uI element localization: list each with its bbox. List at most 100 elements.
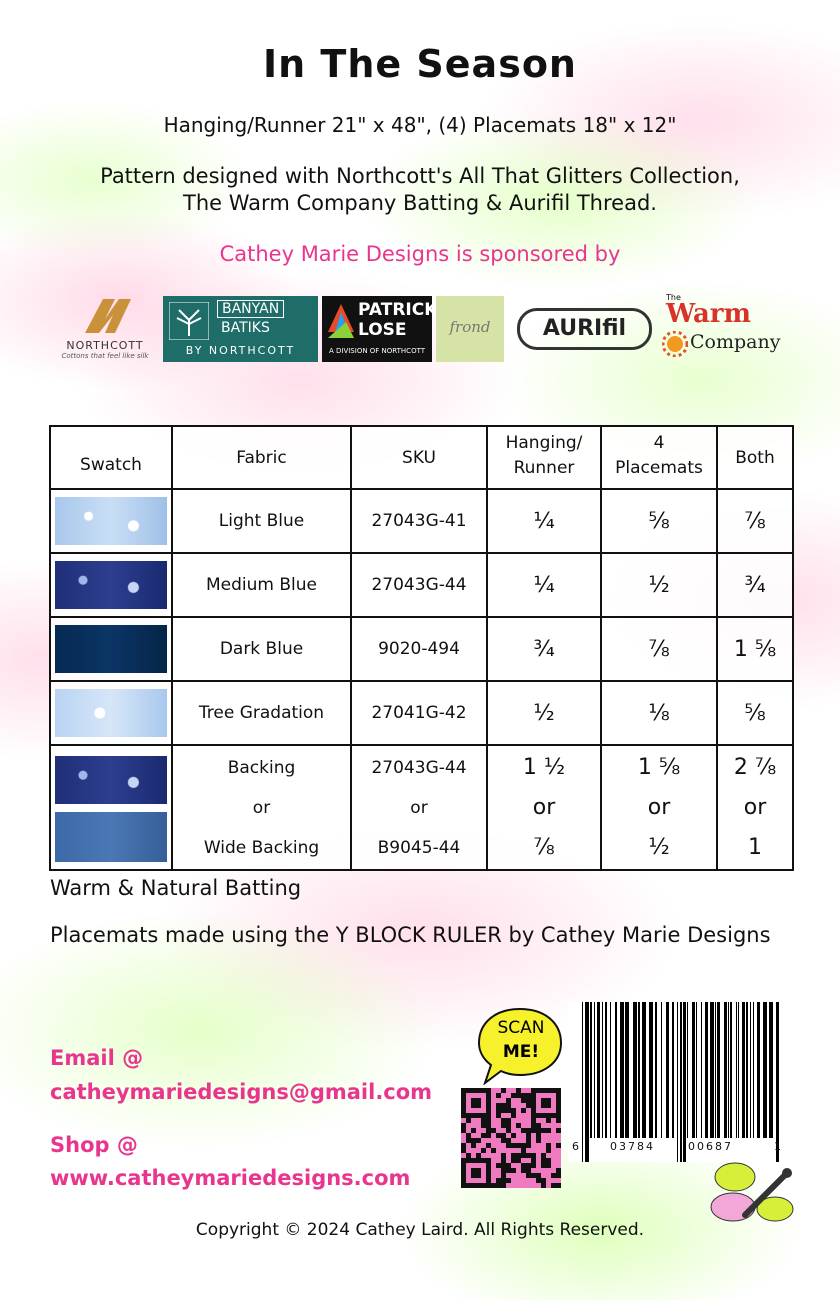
description: Pattern designed with Northcott's All Th… (100, 164, 740, 188)
qr-module (521, 1163, 526, 1168)
logo-frond: frond (436, 296, 504, 362)
qr-module (556, 1173, 561, 1178)
qr-module (526, 1173, 531, 1178)
qr-module (496, 1133, 501, 1138)
qr-module (461, 1128, 466, 1133)
shop-url[interactable]: www.catheymariedesigns.com (50, 1166, 411, 1190)
qr-module (506, 1178, 511, 1183)
qr-module (506, 1123, 511, 1128)
qr-module (516, 1153, 521, 1158)
barcode-bar (730, 1002, 732, 1138)
qr-module (501, 1088, 506, 1093)
qr-module (466, 1138, 471, 1143)
table-cell: Medium Blue (171, 552, 352, 618)
qr-module (511, 1158, 516, 1163)
logo-suffix: Company (690, 331, 781, 353)
qr-module (491, 1183, 496, 1188)
qr-module (521, 1148, 526, 1153)
qr-module (491, 1148, 496, 1153)
qr-module (501, 1133, 506, 1138)
table-row: Light Blue 27043G-41 ¼ ⅝ ⅞ (49, 488, 794, 554)
qr-module (526, 1143, 531, 1148)
table-cell: 27041G-42 (350, 680, 488, 746)
qr-module (521, 1153, 526, 1158)
qr-module (526, 1153, 531, 1158)
qr-module (526, 1103, 531, 1108)
qr-module (496, 1163, 501, 1168)
swatch (55, 689, 167, 737)
qr-module (511, 1093, 516, 1098)
scan-text: ME! (503, 1042, 539, 1062)
qr-module (506, 1108, 511, 1113)
qr-module (526, 1098, 531, 1103)
table-cell: ⅝ (600, 488, 718, 554)
barcode-bar (696, 1002, 697, 1138)
qr-module (551, 1173, 556, 1178)
qr-module (501, 1103, 506, 1108)
qr-module (526, 1093, 531, 1098)
header-cell: Fabric (171, 425, 352, 490)
swatch (55, 755, 167, 804)
qr-module (501, 1183, 506, 1188)
qr-module (531, 1123, 536, 1128)
barcode-bar (625, 1002, 629, 1138)
qr-module (506, 1138, 511, 1143)
barcode-bar (683, 1002, 686, 1162)
qr-module (501, 1163, 506, 1168)
logo-icon (662, 331, 688, 357)
qr-module (501, 1123, 506, 1128)
qr-module (526, 1128, 531, 1133)
barcode-bar (715, 1002, 716, 1138)
qr-module (476, 1153, 481, 1158)
header-cell: Placemats (615, 457, 703, 478)
barcode-bar (642, 1002, 646, 1138)
qr-module (541, 1098, 551, 1108)
qr-module (506, 1163, 511, 1168)
header-cell: Both (716, 425, 794, 490)
qr-module (546, 1158, 551, 1163)
logo-icon (85, 299, 131, 333)
header-cell: Hanging/ (505, 432, 583, 453)
qr-module (531, 1118, 536, 1123)
barcode-bar (724, 1002, 727, 1138)
cell-line: B9045-44 (377, 837, 461, 858)
table-cell: Backing or Wide Backing (171, 744, 352, 871)
table-cell: 1 ⅝ or ½ (600, 744, 718, 871)
barcode-bar (602, 1002, 603, 1138)
table-cell: ¼ (486, 552, 602, 618)
barcode-bar (638, 1002, 640, 1138)
qr-module (536, 1173, 541, 1178)
barcode-bar (687, 1002, 688, 1138)
logo-aurifil: AURIfil (517, 308, 652, 350)
logo-name: BATIKS (221, 320, 270, 336)
qr-module (541, 1153, 546, 1158)
qr-module (536, 1138, 541, 1143)
barcode-bar (666, 1002, 669, 1138)
table-cell: 1 ⅝ (716, 616, 794, 682)
qr-module (521, 1143, 526, 1148)
table-cell: 27043G-44 or B9045-44 (350, 744, 488, 871)
barcode-bar (757, 1002, 760, 1138)
qr-module (486, 1123, 491, 1128)
qr-module (536, 1128, 541, 1133)
cell-line: or (532, 794, 556, 820)
qr-module (506, 1103, 511, 1108)
cell-line: 1 ½ (522, 754, 566, 780)
qr-module (496, 1093, 501, 1098)
qr-module (521, 1098, 526, 1103)
barcode-bar (620, 1002, 624, 1138)
qr-code[interactable] (461, 1088, 561, 1188)
qr-module (526, 1133, 531, 1138)
qr-module (501, 1153, 506, 1158)
qr-module (516, 1123, 521, 1128)
qr-module (521, 1168, 526, 1173)
barcode-bar (677, 1002, 678, 1162)
qr-module (506, 1128, 511, 1133)
barcode-bar (705, 1002, 708, 1138)
table-cell: 9020-494 (350, 616, 488, 682)
barcode-bar (590, 1002, 592, 1138)
qr-module (496, 1183, 501, 1188)
qr-module (501, 1168, 506, 1173)
header-cell: SKU (350, 425, 488, 490)
email[interactable]: catheymariedesigns@gmail.com (50, 1080, 433, 1104)
